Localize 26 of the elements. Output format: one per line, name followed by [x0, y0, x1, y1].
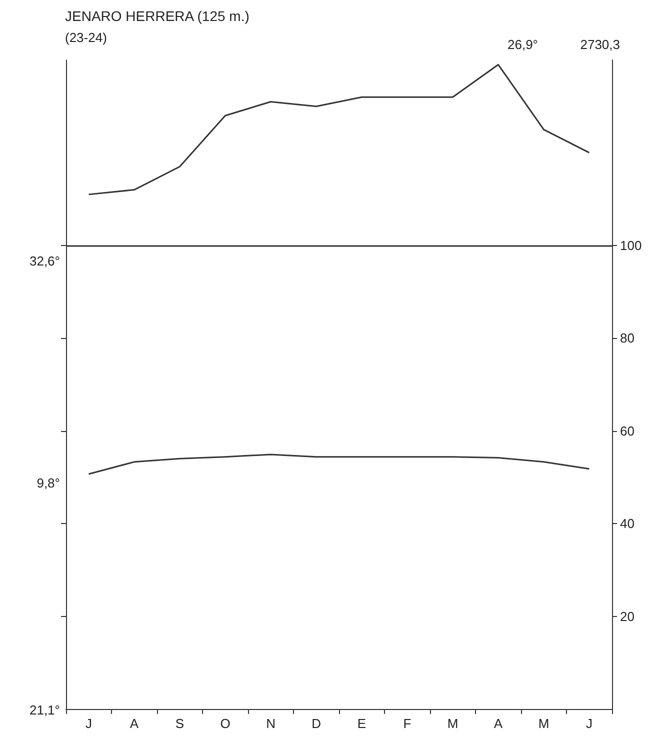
x-tick-label: F	[403, 716, 412, 731]
x-tick-label: M	[538, 716, 550, 731]
y-tick-label: 40	[620, 516, 634, 532]
x-tick-label: E	[357, 716, 366, 731]
x-tick-label: O	[220, 716, 230, 731]
x-tick-label: M	[447, 716, 458, 731]
chart-title: JENARO HERRERA (125 m.)	[65, 8, 250, 24]
chart-subtitle: (23-24)	[65, 30, 107, 45]
text: 9,8°	[36, 476, 60, 490]
x-tick-label: S	[175, 716, 184, 731]
x-tick-label: N	[266, 716, 276, 731]
x-tick-label: A	[494, 716, 503, 731]
y-tick-label: 100	[620, 238, 642, 253]
text: 2730,3	[580, 37, 620, 52]
y-tick-label: 60	[620, 423, 634, 438]
y-tick-label: 80	[620, 330, 634, 346]
line-series	[88, 454, 590, 475]
text: 26,9°	[508, 37, 538, 52]
text: 32,6°	[29, 254, 60, 268]
x-tick-label: A	[130, 716, 139, 731]
x-tick-label: J	[586, 716, 592, 731]
x-tick-label: D	[312, 716, 321, 731]
x-tick-label: J	[86, 716, 92, 731]
y-tick-label: 20	[620, 608, 634, 624]
text: 21,1°	[29, 702, 60, 718]
line-series	[88, 64, 590, 196]
